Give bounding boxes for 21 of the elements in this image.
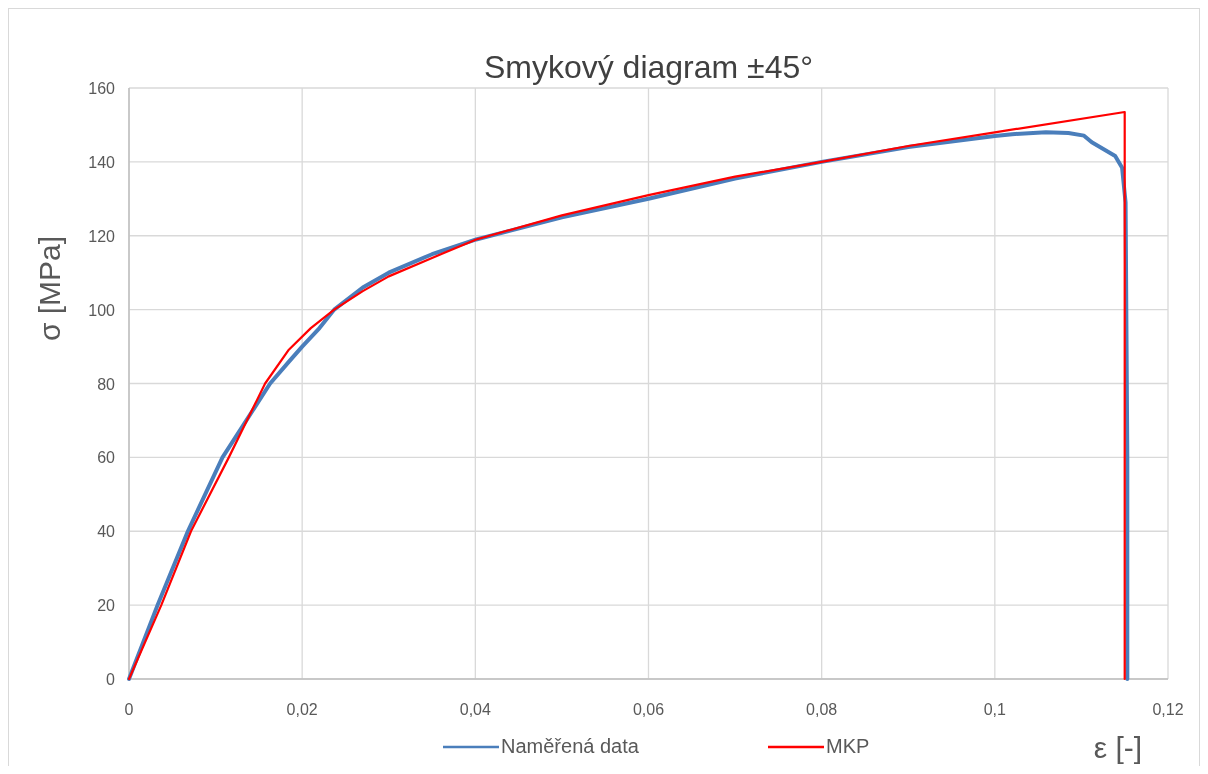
y-tick-label: 140 [88, 153, 116, 171]
y-tick-label: 100 [88, 301, 116, 319]
y-tick-label: 40 [97, 523, 116, 541]
x-tick-label: 0,1 [983, 701, 1007, 718]
chart-title: Smykový diagram ±45° [483, 49, 814, 85]
y-axis-title: σ [MPa] [33, 235, 66, 342]
y-tick-label: 120 [88, 227, 116, 245]
x-tick-label: 0,08 [806, 701, 838, 718]
legend-label: Naměřená data [501, 735, 640, 757]
y-tick-label: 160 [88, 80, 116, 97]
legend-label: MKP [826, 735, 870, 757]
x-axis-title: ε [-] [1093, 731, 1143, 764]
x-tick-label: 0,12 [1152, 701, 1184, 718]
x-tick-label: 0,02 [286, 701, 318, 718]
y-tick-label: 80 [97, 375, 116, 393]
x-tick-label: 0,06 [632, 701, 665, 718]
x-tick-label: 0,04 [459, 701, 492, 718]
y-tick-label: 60 [97, 449, 116, 467]
x-tick-label: 0 [124, 701, 134, 718]
y-tick-label: 20 [97, 597, 116, 615]
y-tick-label: 0 [106, 671, 116, 688]
